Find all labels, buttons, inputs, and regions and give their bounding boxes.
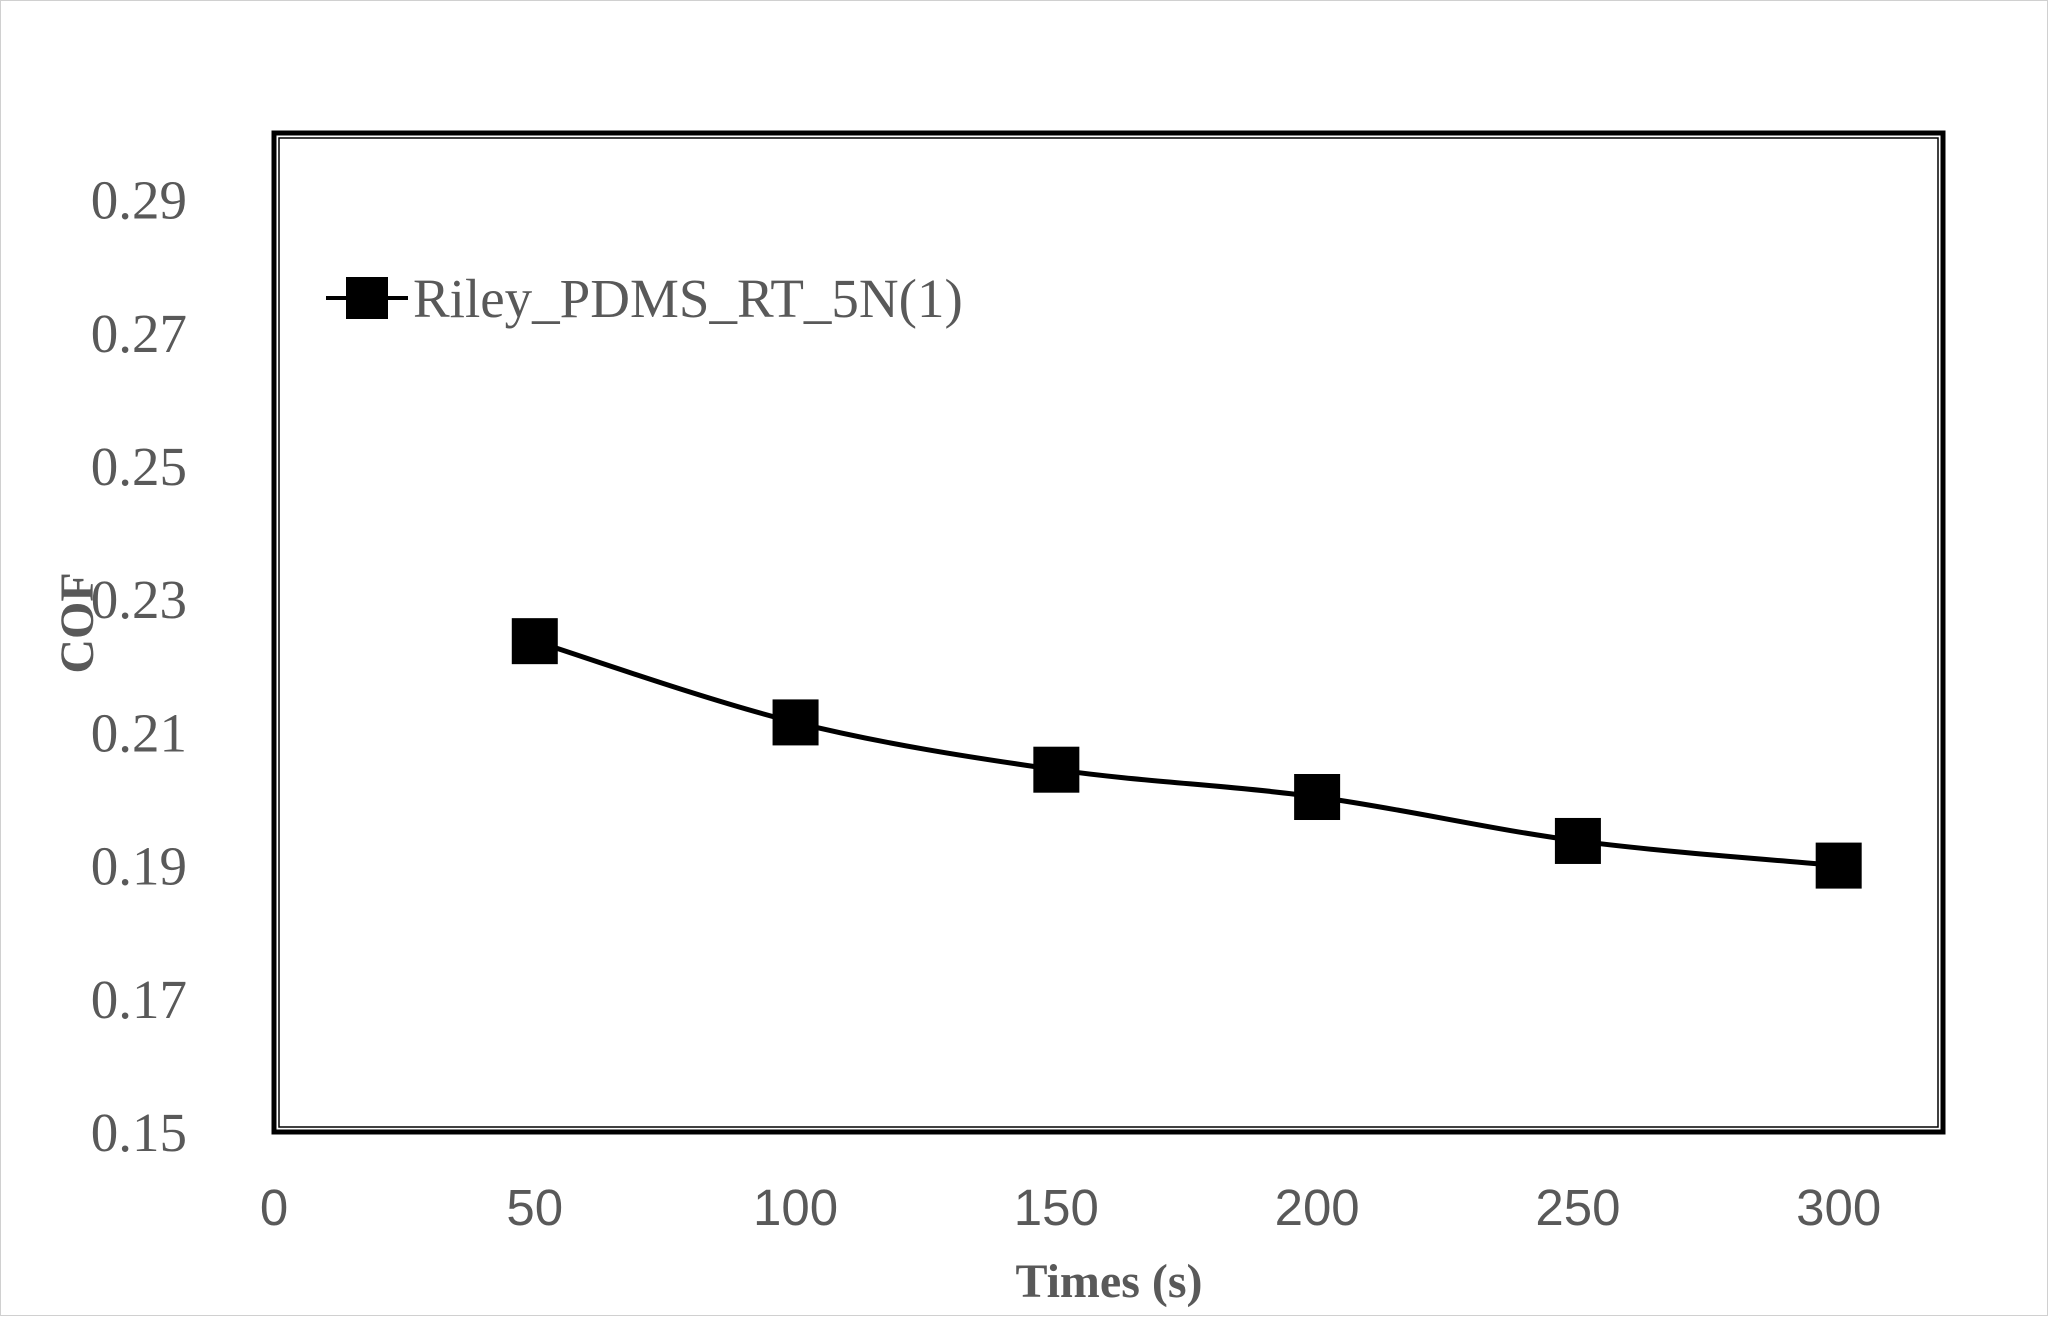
series-group <box>511 618 1862 889</box>
y-tick-label: 0.15 <box>91 1102 187 1163</box>
data-point-marker <box>1294 774 1341 821</box>
data-point-marker <box>1033 746 1080 793</box>
data-point-marker <box>511 618 558 665</box>
x-tick-label: 100 <box>753 1179 838 1236</box>
plot-area <box>271 130 1946 1135</box>
x-tick-label: 50 <box>506 1179 563 1236</box>
series-line <box>534 638 1839 869</box>
legend-label: Riley_PDMS_RT_5N(1) <box>413 268 963 329</box>
y-tick-label: 0.17 <box>91 969 187 1030</box>
y-tick-label: 0.25 <box>91 436 187 497</box>
y-tick-label: 0.27 <box>91 303 187 364</box>
legend: Riley_PDMS_RT_5N(1) <box>326 268 963 329</box>
y-tick-label: 0.29 <box>91 170 187 231</box>
x-axis-ticks: 0 50 100 150 200 250 300 <box>260 1179 1881 1236</box>
y-tick-label: 0.21 <box>91 702 187 763</box>
y-tick-label: 0.19 <box>91 836 187 897</box>
y-tick-label: 0.23 <box>91 569 187 630</box>
data-point-marker <box>1554 817 1601 864</box>
plot-border <box>271 130 1946 1135</box>
data-point-marker <box>1815 842 1862 889</box>
y-axis-title: COF <box>51 572 104 673</box>
x-tick-label: 150 <box>1014 1179 1099 1236</box>
x-tick-label: 0 <box>260 1179 288 1236</box>
data-point-marker <box>772 699 819 746</box>
y-axis-ticks: 0.15 0.17 0.19 0.21 0.23 0.25 0.27 0.29 <box>91 170 187 1163</box>
legend-marker <box>346 277 388 319</box>
x-tick-label: 200 <box>1275 1179 1360 1236</box>
x-tick-label: 250 <box>1535 1179 1620 1236</box>
x-tick-label: 300 <box>1796 1179 1881 1236</box>
plot-border-inner <box>278 137 1939 1128</box>
x-axis-title: Times (s) <box>1015 1255 1202 1308</box>
